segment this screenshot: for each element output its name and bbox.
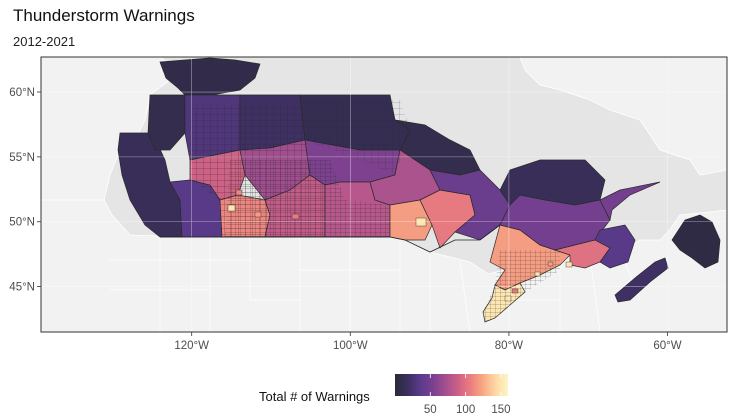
- x-tick-label: 100°W: [333, 340, 368, 352]
- legend-ticks: 50 100 150: [424, 374, 511, 416]
- division-grid: [190, 100, 560, 322]
- region-new-brunswick: [594, 224, 636, 269]
- x-tick-label: 60°W: [653, 340, 681, 352]
- y-tick-label: 55°N: [9, 152, 35, 164]
- x-tick-label: 80°W: [495, 340, 523, 352]
- y-tick-label: 45°N: [9, 282, 35, 294]
- legend: Total # of Warnings 50 100 150: [259, 374, 511, 416]
- greenland: [519, 57, 727, 176]
- graticule: [41, 57, 727, 332]
- international-border: [160, 224, 501, 253]
- legend-tick-label: 100: [456, 404, 475, 416]
- legend-colorbar: [395, 374, 508, 396]
- region-gaspe: [599, 181, 661, 222]
- chart-title: Thunderstorm Warnings: [13, 6, 195, 25]
- chart-subtitle: 2012-2021: [13, 34, 76, 49]
- y-axis: 60°N 55°N 50°N 45°N: [9, 87, 41, 294]
- y-tick-label: 50°N: [9, 217, 35, 229]
- legend-tick-label: 50: [424, 404, 437, 416]
- y-tick-label: 60°N: [9, 87, 35, 99]
- region-nunavut-south: [159, 57, 261, 96]
- region-newfoundland: [671, 214, 721, 269]
- x-tick-label: 120°W: [174, 340, 209, 352]
- legend-title: Total # of Warnings: [259, 389, 370, 404]
- hudson-bay: [430, 108, 530, 182]
- x-axis: 120°W 100°W 80°W 60°W: [174, 332, 682, 352]
- panel-border: [40, 56, 728, 333]
- legend-tick-label: 150: [491, 404, 510, 416]
- region-nova-scotia: [614, 257, 669, 303]
